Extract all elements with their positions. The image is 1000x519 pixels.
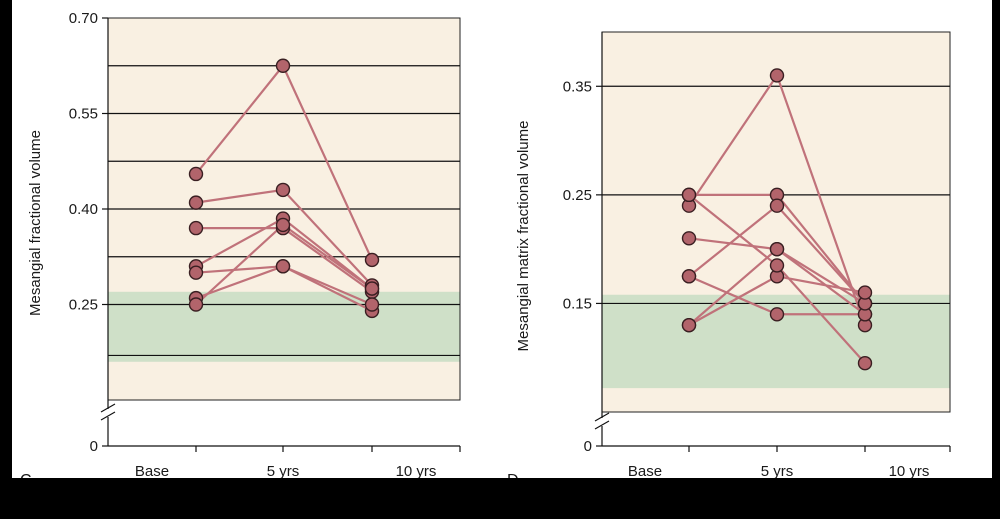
data-point bbox=[769, 307, 785, 322]
data-point bbox=[681, 317, 697, 333]
data-point bbox=[188, 265, 204, 280]
y-tick-label: 0.25 bbox=[69, 297, 98, 314]
x-tick-label: Base bbox=[135, 463, 169, 480]
axis-break-mark bbox=[100, 403, 116, 413]
y-axis-title: Mesangial matrix fractional volume bbox=[515, 121, 532, 352]
x-tick-label: 5 yrs bbox=[761, 463, 794, 480]
data-point bbox=[364, 252, 380, 268]
data-point bbox=[681, 187, 697, 203]
y-tick-label: 0.70 bbox=[69, 10, 98, 27]
x-tick-label: 5 yrs bbox=[267, 463, 300, 480]
chart-panel-d: 0 0.15 0.25 0.35 Base 5 yrs 10 yrs Mesangial ma… bbox=[507, 31, 951, 489]
data-point bbox=[188, 220, 204, 236]
axis-break-mark bbox=[100, 411, 116, 421]
chart-panel-c: 0 0.25 0.40 0.55 0.70 Base 5 yrs 10 yrs Mesangia… bbox=[20, 10, 461, 489]
y-tick-label: 0.35 bbox=[563, 78, 592, 95]
bottom-black-strip bbox=[0, 478, 1000, 519]
y-tick-label: 0.25 bbox=[563, 187, 592, 204]
data-point bbox=[681, 231, 697, 246]
y-tick-label: 0 bbox=[584, 438, 592, 455]
data-point bbox=[769, 241, 785, 257]
data-point bbox=[188, 166, 204, 182]
axis-break-mark bbox=[594, 420, 610, 430]
data-point bbox=[681, 269, 697, 284]
data-point bbox=[769, 68, 785, 83]
data-point bbox=[769, 198, 785, 213]
y-tick-label: 0 bbox=[90, 438, 98, 455]
series-markers bbox=[188, 58, 380, 319]
x-tick-label: 10 yrs bbox=[396, 463, 437, 480]
data-point bbox=[857, 355, 873, 371]
data-point bbox=[364, 281, 380, 296]
x-tick-label: Base bbox=[628, 463, 662, 480]
data-point bbox=[769, 258, 785, 273]
y-tick-label: 0.15 bbox=[563, 295, 592, 312]
data-point bbox=[275, 217, 291, 233]
y-tick-label: 0.40 bbox=[69, 201, 98, 218]
data-point bbox=[275, 58, 291, 73]
normal-range-band bbox=[108, 291, 460, 362]
x-tick-label: 10 yrs bbox=[889, 463, 930, 480]
data-point bbox=[364, 297, 380, 312]
data-point bbox=[275, 259, 291, 274]
data-point bbox=[188, 195, 204, 210]
series-markers bbox=[681, 68, 873, 371]
y-axis-title: Mesangial fractional volume bbox=[27, 130, 44, 316]
axis-break-mark bbox=[594, 412, 610, 422]
data-point bbox=[857, 285, 873, 300]
data-point bbox=[275, 182, 291, 198]
y-tick-label: 0.55 bbox=[69, 106, 98, 123]
data-point bbox=[188, 297, 204, 312]
